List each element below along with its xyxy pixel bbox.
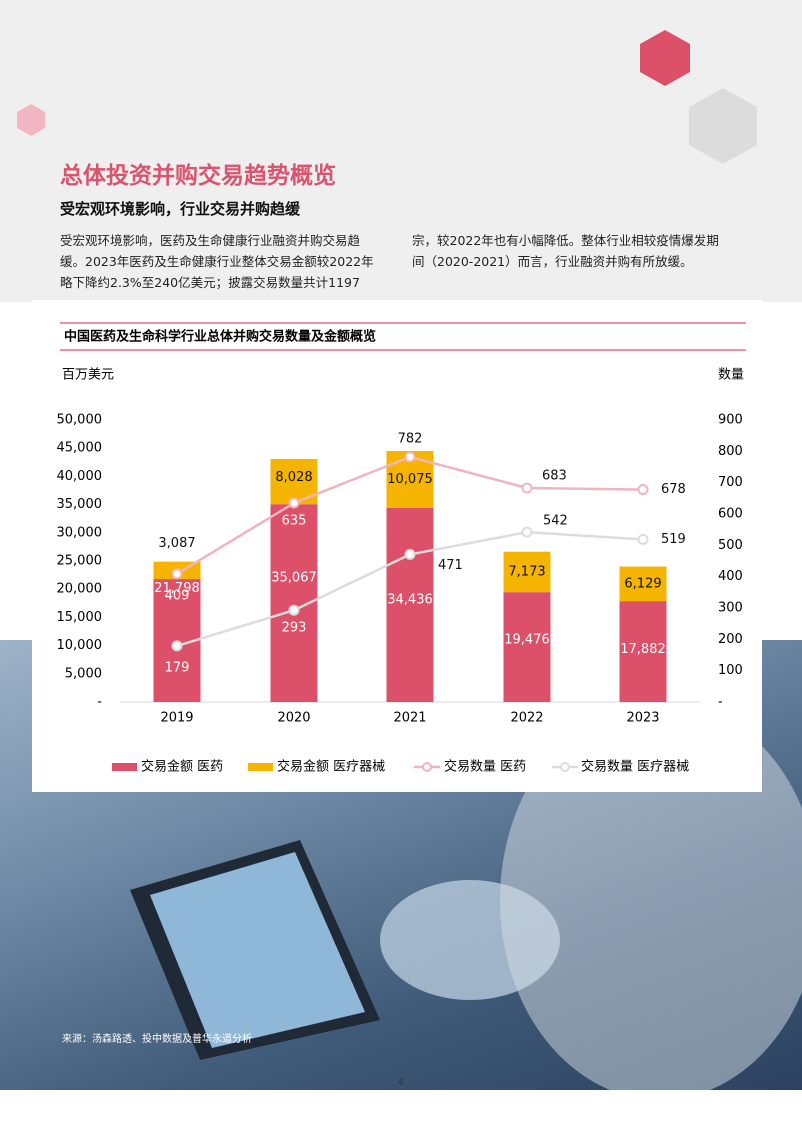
text-line: 宗，较2022年也有小幅降低。整体行业相较疫情爆发期 (412, 233, 719, 248)
legend-label: 交易数量 医药 (444, 759, 526, 775)
marker (521, 482, 533, 494)
chart-title: 中国医药及生命科学行业总体并购交易数量及金额概览 (64, 329, 376, 345)
source-note: 来源：汤森路透、投中数据及普华永道分析 (62, 1034, 252, 1045)
decoration (17, 30, 757, 164)
legend-label: 交易金额 医疗器械 (277, 759, 385, 775)
marker (171, 640, 183, 652)
data-label: 21,798 (154, 581, 200, 596)
y2-tick-label: - (718, 695, 723, 710)
y2-tick-label: 300 (718, 601, 743, 616)
y2-tick-label: 700 (718, 475, 743, 490)
text-line: 受宏观环境影响，医药及生命健康行业融资并购交易趋 (60, 233, 361, 248)
data-label: 6,129 (624, 576, 661, 591)
tablet-screen (150, 852, 365, 1048)
page-number: 4 (398, 1078, 404, 1088)
data-label: 782 (398, 431, 423, 446)
marker (637, 533, 649, 545)
data-label: 635 (282, 514, 307, 529)
data-label: 471 (438, 558, 463, 573)
data-label: 34,436 (387, 592, 433, 607)
data-label: 10,075 (387, 472, 433, 487)
x-tick-label: 2022 (510, 711, 543, 726)
y-tick-label: 25,000 (57, 554, 103, 569)
bar (503, 592, 551, 702)
data-label: 293 (282, 621, 307, 636)
lab-coat (500, 700, 802, 1100)
y-tick-label: 20,000 (57, 582, 103, 597)
data-label: 3,087 (158, 536, 195, 551)
y-axis-title: 百万美元 (62, 368, 114, 383)
x-tick-label: 2021 (393, 711, 426, 726)
x-tick-label: 2023 (626, 711, 659, 726)
y2-tick-label: 800 (718, 444, 743, 459)
hexagon (640, 30, 690, 86)
data-label: 409 (165, 588, 190, 603)
data-label: 519 (661, 532, 686, 547)
data-label: 683 (542, 468, 567, 483)
y2-tick-label: 900 (718, 413, 743, 428)
legend-label: 交易金额 医药 (141, 759, 223, 775)
text-line: 略下降约2.3%至240亿美元；披露交易数量共计1197 (60, 275, 360, 290)
text-line: 间（2020-2021）而言，行业融资并购有所放缓。 (412, 254, 693, 269)
legend-swatch (248, 763, 273, 771)
bar (503, 551, 551, 593)
bar (619, 566, 667, 602)
marker (171, 568, 183, 580)
y-tick-label: 45,000 (57, 441, 103, 456)
marker (404, 548, 416, 560)
data-label: 678 (661, 482, 686, 497)
legend-label: 交易数量 医疗器械 (581, 759, 689, 775)
bar (619, 601, 667, 702)
marker (288, 497, 300, 509)
legend-swatch (560, 762, 570, 772)
hexagon (689, 88, 757, 164)
legend-swatch (422, 762, 432, 772)
data-label: 19,476 (504, 633, 550, 648)
y2-tick-label: 400 (718, 569, 743, 584)
y2-axis-title: 数量 (718, 368, 744, 383)
marker (404, 451, 416, 463)
y-tick-label: 5,000 (65, 666, 102, 681)
data-label: 35,067 (271, 571, 317, 586)
x-tick-label: 2019 (160, 711, 193, 726)
photo-shapes (130, 700, 802, 1100)
data-label: 7,173 (508, 564, 545, 579)
chart: 中国医药及生命科学行业总体并购交易数量及金额概览 百万美元 数量 - 5,000 1… (32, 300, 762, 792)
y-tick-label: 40,000 (57, 469, 103, 484)
y2-tick-label: 600 (718, 507, 743, 522)
page-subtitle: 受宏观环境影响，行业交易并购趋缓 (60, 200, 301, 218)
y-tick-label: 30,000 (57, 525, 103, 540)
x-tick-label: 2020 (277, 711, 310, 726)
paragraph: 受宏观环境影响，医药及生命健康行业融资并购交易趋 缓。2023年医药及生命健康行… (60, 230, 400, 293)
y-tick-label: 50,000 (57, 413, 103, 428)
y2-tick-label: 100 (718, 663, 743, 678)
legend-swatch (112, 763, 137, 771)
y-tick-label: 10,000 (57, 638, 103, 653)
y-tick-label: - (97, 695, 102, 710)
hexagon (17, 104, 45, 136)
paragraph: 宗，较2022年也有小幅降低。整体行业相较疫情爆发期 间（2020-2021）而… (412, 230, 752, 272)
marker (637, 484, 649, 496)
marker (521, 526, 533, 538)
page-title: 总体投资并购交易趋势概览 (60, 163, 336, 189)
bar (386, 507, 434, 702)
y-tick-label: 15,000 (57, 610, 103, 625)
data-label: 542 (543, 514, 568, 529)
y2-tick-label: 500 (718, 538, 743, 553)
marker (288, 604, 300, 616)
y2-tick-label: 200 (718, 632, 743, 647)
data-label: 8,028 (275, 470, 312, 485)
data-label: 179 (165, 660, 190, 675)
text-line: 缓。2023年医药及生命健康行业整体交易金额较2022年 (60, 254, 374, 269)
y-tick-label: 35,000 (57, 497, 103, 512)
data-label: 17,882 (620, 642, 666, 657)
